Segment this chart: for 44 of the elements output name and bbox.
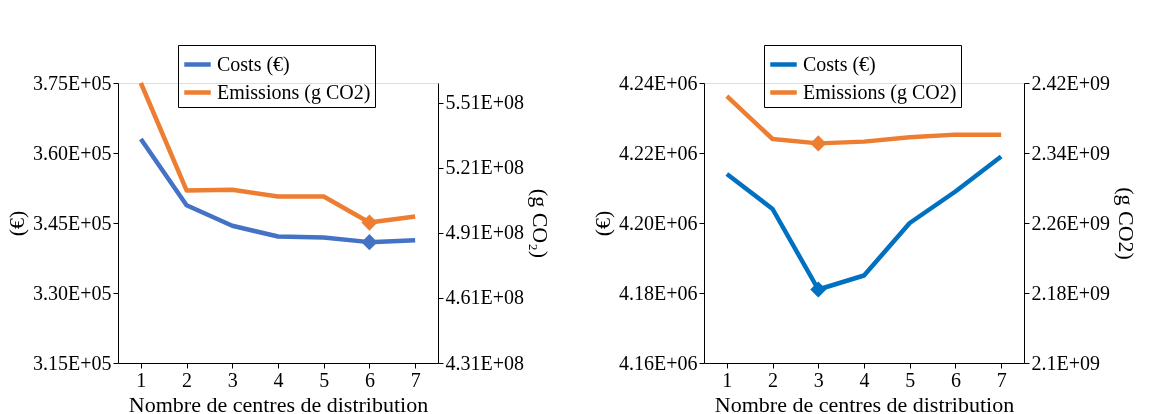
y-tick-label: 3.30E+05	[33, 281, 112, 304]
y2-tick-label: 4.91E+08	[445, 221, 524, 244]
y-tick-label: 4.24E+06	[619, 71, 698, 94]
y-tick-label: 3.75E+05	[33, 71, 112, 94]
x-tick-label: 3	[813, 368, 824, 391]
y2-tick-label: 2.1E+09	[1031, 351, 1100, 374]
legend-label: Costs (€)	[803, 52, 876, 76]
x-tick-label: 6	[364, 368, 375, 391]
x-tick-label: 7	[410, 368, 421, 391]
y2-tick-label: 4.31E+08	[445, 351, 524, 374]
y-tick-label: 3.45E+05	[33, 211, 112, 234]
x-tick-label: 2	[768, 368, 779, 391]
y-axis-title: (€)	[590, 210, 615, 237]
y2-tick-label: 5.21E+08	[445, 156, 524, 179]
x-tick-label: 5	[319, 368, 330, 391]
y-tick-label: 3.15E+05	[33, 351, 112, 374]
y-axis-title: (€)	[4, 210, 29, 237]
x-tick-label: 3	[227, 368, 238, 391]
x-tick-label: 4	[273, 368, 284, 391]
x-tick-label: 6	[950, 368, 961, 391]
y-tick-label: 4.16E+06	[619, 351, 698, 374]
y2-axis-title: (g CO2)	[1114, 187, 1139, 260]
x-tick-label: 7	[996, 368, 1007, 391]
y2-tick-label: 4.61E+08	[445, 286, 524, 309]
y-tick-label: 4.18E+06	[619, 281, 698, 304]
x-tick-label: 1	[136, 368, 147, 391]
y2-axis-title: (g CO₂)	[528, 188, 553, 259]
legend-label: Costs (€)	[217, 52, 290, 76]
y-tick-label: 4.22E+06	[619, 141, 698, 164]
x-axis-title: Nombre de centres de distribution	[714, 391, 1015, 414]
x-tick-label: 1	[722, 368, 733, 391]
legend-label: Emissions (g CO2)	[217, 80, 371, 104]
legend-label: Emissions (g CO2)	[803, 80, 957, 104]
y2-tick-label: 2.26E+09	[1031, 211, 1110, 234]
x-axis-title: Nombre de centres de distribution	[128, 391, 429, 414]
y2-tick-label: 5.51E+08	[445, 91, 524, 114]
y-tick-label: 3.60E+05	[33, 141, 112, 164]
y2-tick-label: 2.34E+09	[1031, 141, 1110, 164]
y2-tick-label: 2.42E+09	[1031, 71, 1110, 94]
x-tick-label: 5	[905, 368, 916, 391]
y-tick-label: 4.20E+06	[619, 211, 698, 234]
x-tick-label: 4	[859, 368, 870, 391]
y2-tick-label: 2.18E+09	[1031, 281, 1110, 304]
x-tick-label: 2	[182, 368, 193, 391]
